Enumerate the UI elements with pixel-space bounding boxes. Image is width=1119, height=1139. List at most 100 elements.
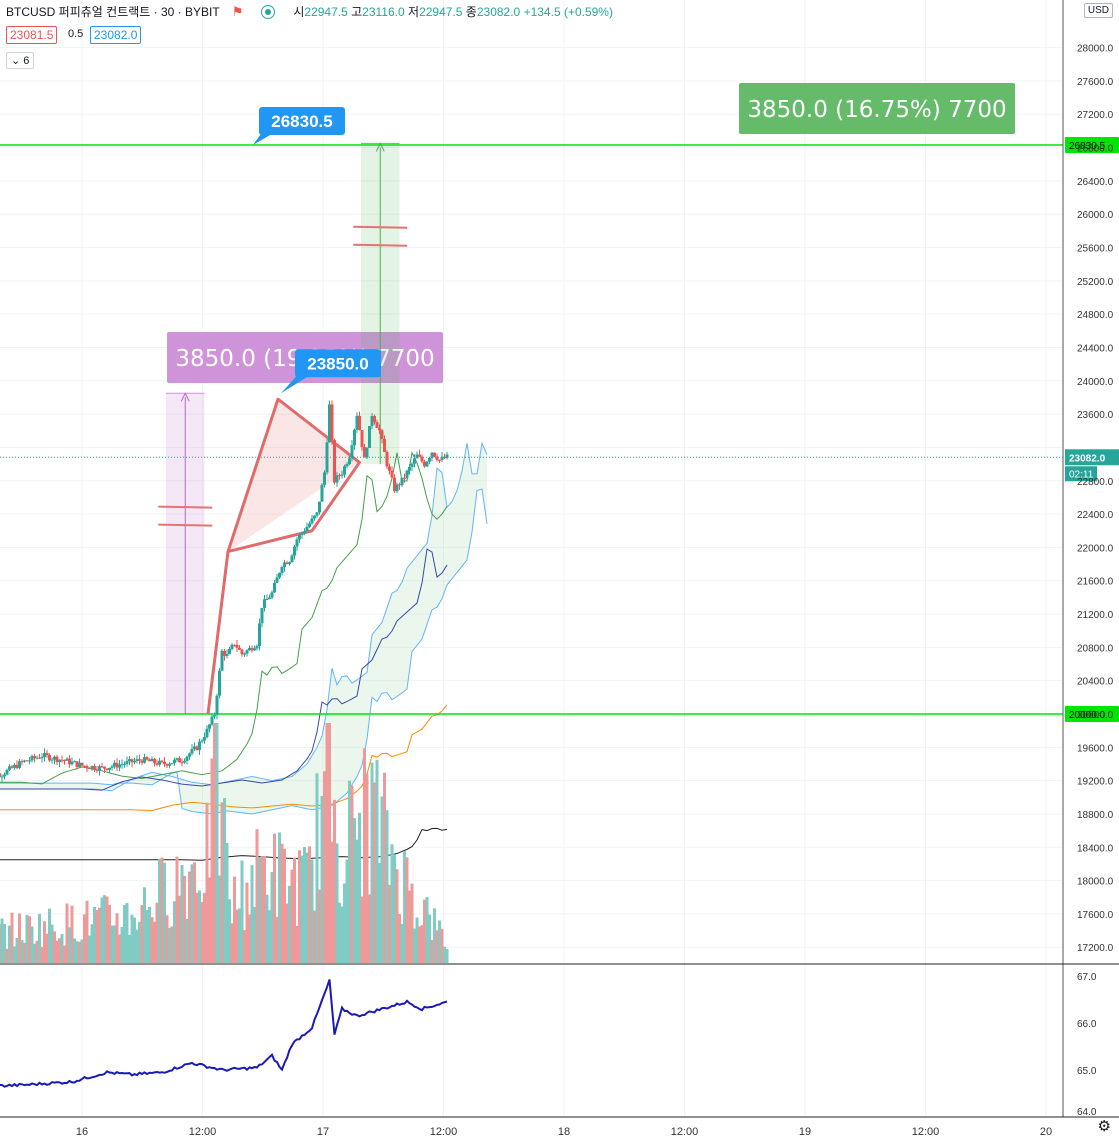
volume-bar [143,887,146,963]
candle [253,645,256,651]
candle [425,460,429,468]
volume-bar [355,839,359,963]
volume-bar [178,895,181,963]
volume-bar [388,884,391,963]
flag-icon[interactable]: ⚑ [231,3,244,19]
candle [323,470,326,488]
candle [15,760,19,770]
volume-bar [350,785,354,963]
volume-bar [440,928,444,963]
volume-bar [235,909,239,963]
volume-bar [420,925,424,963]
volume-bar [383,772,386,963]
candle [280,565,284,576]
volume-bar [160,857,164,963]
volume-bar [288,885,291,963]
volume-bar [308,846,311,963]
candle [118,759,121,771]
price-axis-label: 20000.0 [1077,710,1114,721]
volume-bar [195,893,199,963]
grid [0,0,1063,1117]
candle [193,742,196,751]
candle [238,645,241,650]
volume-bar [328,723,331,963]
volume-bar [153,921,156,963]
volume-bar [80,939,84,963]
price-axis-label: 18800.0 [1077,810,1114,821]
candle [263,595,266,612]
volume-bar [193,862,196,963]
volume-bar [285,903,289,963]
volume-bar [35,940,39,963]
candle [265,594,269,600]
candle [240,648,244,657]
volume-bar [18,913,21,963]
volume-bar [238,908,241,963]
candle [278,572,281,580]
candle [405,469,409,480]
volume-bar [240,860,244,963]
volume-bar [365,773,369,963]
volume-bar [103,895,106,963]
volume-bar [300,855,304,963]
volume-bar [293,857,296,963]
candle [198,738,201,755]
price-axis-label: 19600.0 [1077,743,1114,754]
volume-bar [135,929,139,963]
volume-bar [158,859,161,963]
level-price-label: 26830.5 [1069,141,1106,152]
volume-bar [43,921,46,963]
volume-bar [93,906,96,963]
volume-bar [330,841,334,963]
volume-bar [170,926,174,963]
candle [175,757,179,762]
volume-bar [188,871,191,963]
candle [398,482,401,490]
volume-bar [418,926,421,963]
volume-bar [45,933,49,963]
candle [318,501,321,515]
volume-bar [270,872,274,963]
candle [33,753,36,763]
volume-bar [110,925,114,963]
volume-bar [53,931,56,963]
buy-price-button[interactable]: 23082.0 [90,26,142,44]
candle [273,579,276,594]
volume-bar [173,901,176,963]
symbol-label[interactable]: BTCUSD 퍼피츄얼 컨트랙트 · 30 · BYBIT [6,5,220,19]
price-axis-label: 22800.0 [1077,477,1114,488]
volume-bar [428,914,431,963]
indicators-toggle-button[interactable]: ⌄ 6 [6,52,35,69]
eye-icon[interactable] [261,4,276,19]
candle [393,474,396,493]
volume-bar [180,864,184,963]
volume-bar [378,862,381,963]
gear-icon[interactable]: ⚙ [1097,1118,1111,1135]
candle [310,514,314,525]
candle [290,553,294,563]
time-axis-label: 18 [558,1126,570,1138]
candle [293,545,296,560]
level-price-badge [1065,137,1119,154]
triangle-pattern [206,397,361,715]
candle [105,768,109,771]
candle [190,744,194,756]
candle [110,764,114,771]
ohlc-readout: 시22947.5 고23116.0 저22947.5 종23082.0 +134… [293,5,613,19]
candle [308,521,311,528]
volume-bar [20,940,24,963]
time-axis-label: 19 [799,1126,811,1138]
candle [88,767,91,770]
volume-bar [150,917,154,963]
callout-label: 23850.0 [307,354,368,373]
candles [0,400,449,782]
candle [173,757,176,766]
volume-bar [283,848,286,963]
callout-pointer [281,373,313,394]
candle [3,772,6,780]
candle [78,758,81,768]
currency-label[interactable]: USD [1083,3,1113,18]
candle [413,454,416,468]
sell-price-button[interactable]: 23081.5 [6,26,58,44]
